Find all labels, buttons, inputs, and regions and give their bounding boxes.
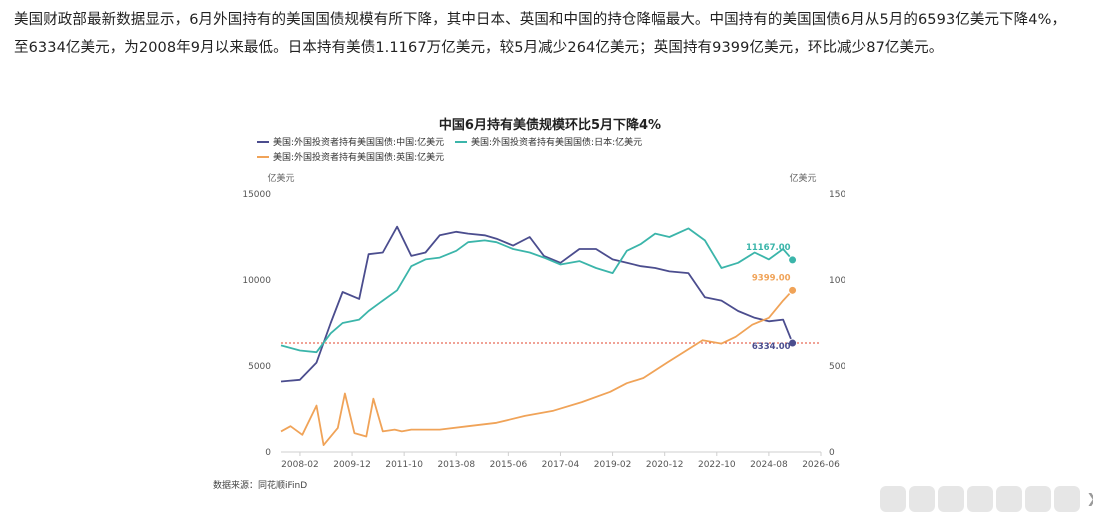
chart-source: 数据来源：同花顺iFinD xyxy=(213,479,307,491)
image-thumbnail-strip: ❯ xyxy=(880,486,1093,514)
y-tick-label-left: 10000 xyxy=(242,276,271,286)
x-tick-label: 2020-12 xyxy=(646,460,684,470)
x-tick-label: 2013-08 xyxy=(437,460,475,470)
image-thumbnail[interactable] xyxy=(1054,486,1080,512)
x-tick-label: 2024-08 xyxy=(750,460,788,470)
image-thumbnail[interactable] xyxy=(909,486,935,512)
line-chart: 中国6月持有美债规模环比5月下降4% 美国:外国投资者持有美国国债:中国:亿美元… xyxy=(213,117,858,491)
legend-label: 美国:外国投资者持有美国国债:日本:亿美元 xyxy=(471,136,642,148)
right-axis-unit: 亿美元 xyxy=(789,172,816,184)
x-tick-label: 2015-06 xyxy=(490,460,528,470)
x-tick-label: 2008-02 xyxy=(281,460,319,470)
x-tick-label: 2022-10 xyxy=(698,460,736,470)
chart-container: 中国6月持有美债规模环比5月下降4% 美国:外国投资者持有美国国债:中国:亿美元… xyxy=(205,108,858,498)
y-tick-label-left: 15000 xyxy=(242,190,271,200)
series-end-label: 11167.00 xyxy=(746,243,791,253)
series-end-label: 9399.00 xyxy=(752,273,791,283)
image-thumbnail[interactable] xyxy=(996,486,1022,512)
y-tick-label-right: 5000 xyxy=(829,362,845,372)
left-axis-unit: 亿美元 xyxy=(267,172,294,184)
chart-axes: 0 0 5000 5000 10000 10000 15000 15000 2008-02 200… xyxy=(242,190,858,470)
series-end-point xyxy=(788,338,798,348)
y-tick-label-right: 15000 xyxy=(829,190,845,200)
x-tick-label: 2009-12 xyxy=(333,460,371,470)
image-thumbnail[interactable] xyxy=(880,486,906,512)
y-tick-label-left: 5000 xyxy=(248,362,271,372)
series-end-point xyxy=(788,255,798,265)
image-thumbnail[interactable] xyxy=(938,486,964,512)
x-tick-label: 2019-02 xyxy=(594,460,632,470)
series-end-labels: 6334.00 11167.00 9399.00 xyxy=(746,243,798,352)
article-paragraph: 美国财政部最新数据显示，6月外国持有的美国国债规模有所下降，其中日本、英国和中国… xyxy=(14,12,1067,56)
x-tick-label: 2011-10 xyxy=(385,460,423,470)
chart-title: 中国6月持有美债规模环比5月下降4% xyxy=(439,117,661,133)
series-line xyxy=(280,227,794,354)
image-thumbnail[interactable] xyxy=(1025,486,1051,512)
x-tick-label: 2026-06 xyxy=(802,460,840,470)
legend-label: 美国:外国投资者持有美国国债:中国:亿美元 xyxy=(273,136,444,148)
y-tick-label-right: 0 xyxy=(829,448,835,458)
series-end-point xyxy=(788,285,798,295)
y-tick-label-left: 0 xyxy=(265,448,271,458)
y-tick-label-right: 10000 xyxy=(829,276,845,286)
legend-label: 美国:外国投资者持有美国国债:英国:亿美元 xyxy=(273,151,444,163)
series-end-label: 6334.00 xyxy=(752,342,791,352)
series-lines xyxy=(280,225,794,446)
series-line xyxy=(280,289,794,446)
chart-legend: 美国:外国投资者持有美国国债:中国:亿美元 美国:外国投资者持有美国国债:日本:亿… xyxy=(257,136,642,163)
x-tick-label: 2017-04 xyxy=(542,460,580,470)
image-thumbnail[interactable] xyxy=(967,486,993,512)
series-line xyxy=(280,225,794,383)
chevron-right-icon[interactable]: ❯ xyxy=(1083,486,1093,512)
